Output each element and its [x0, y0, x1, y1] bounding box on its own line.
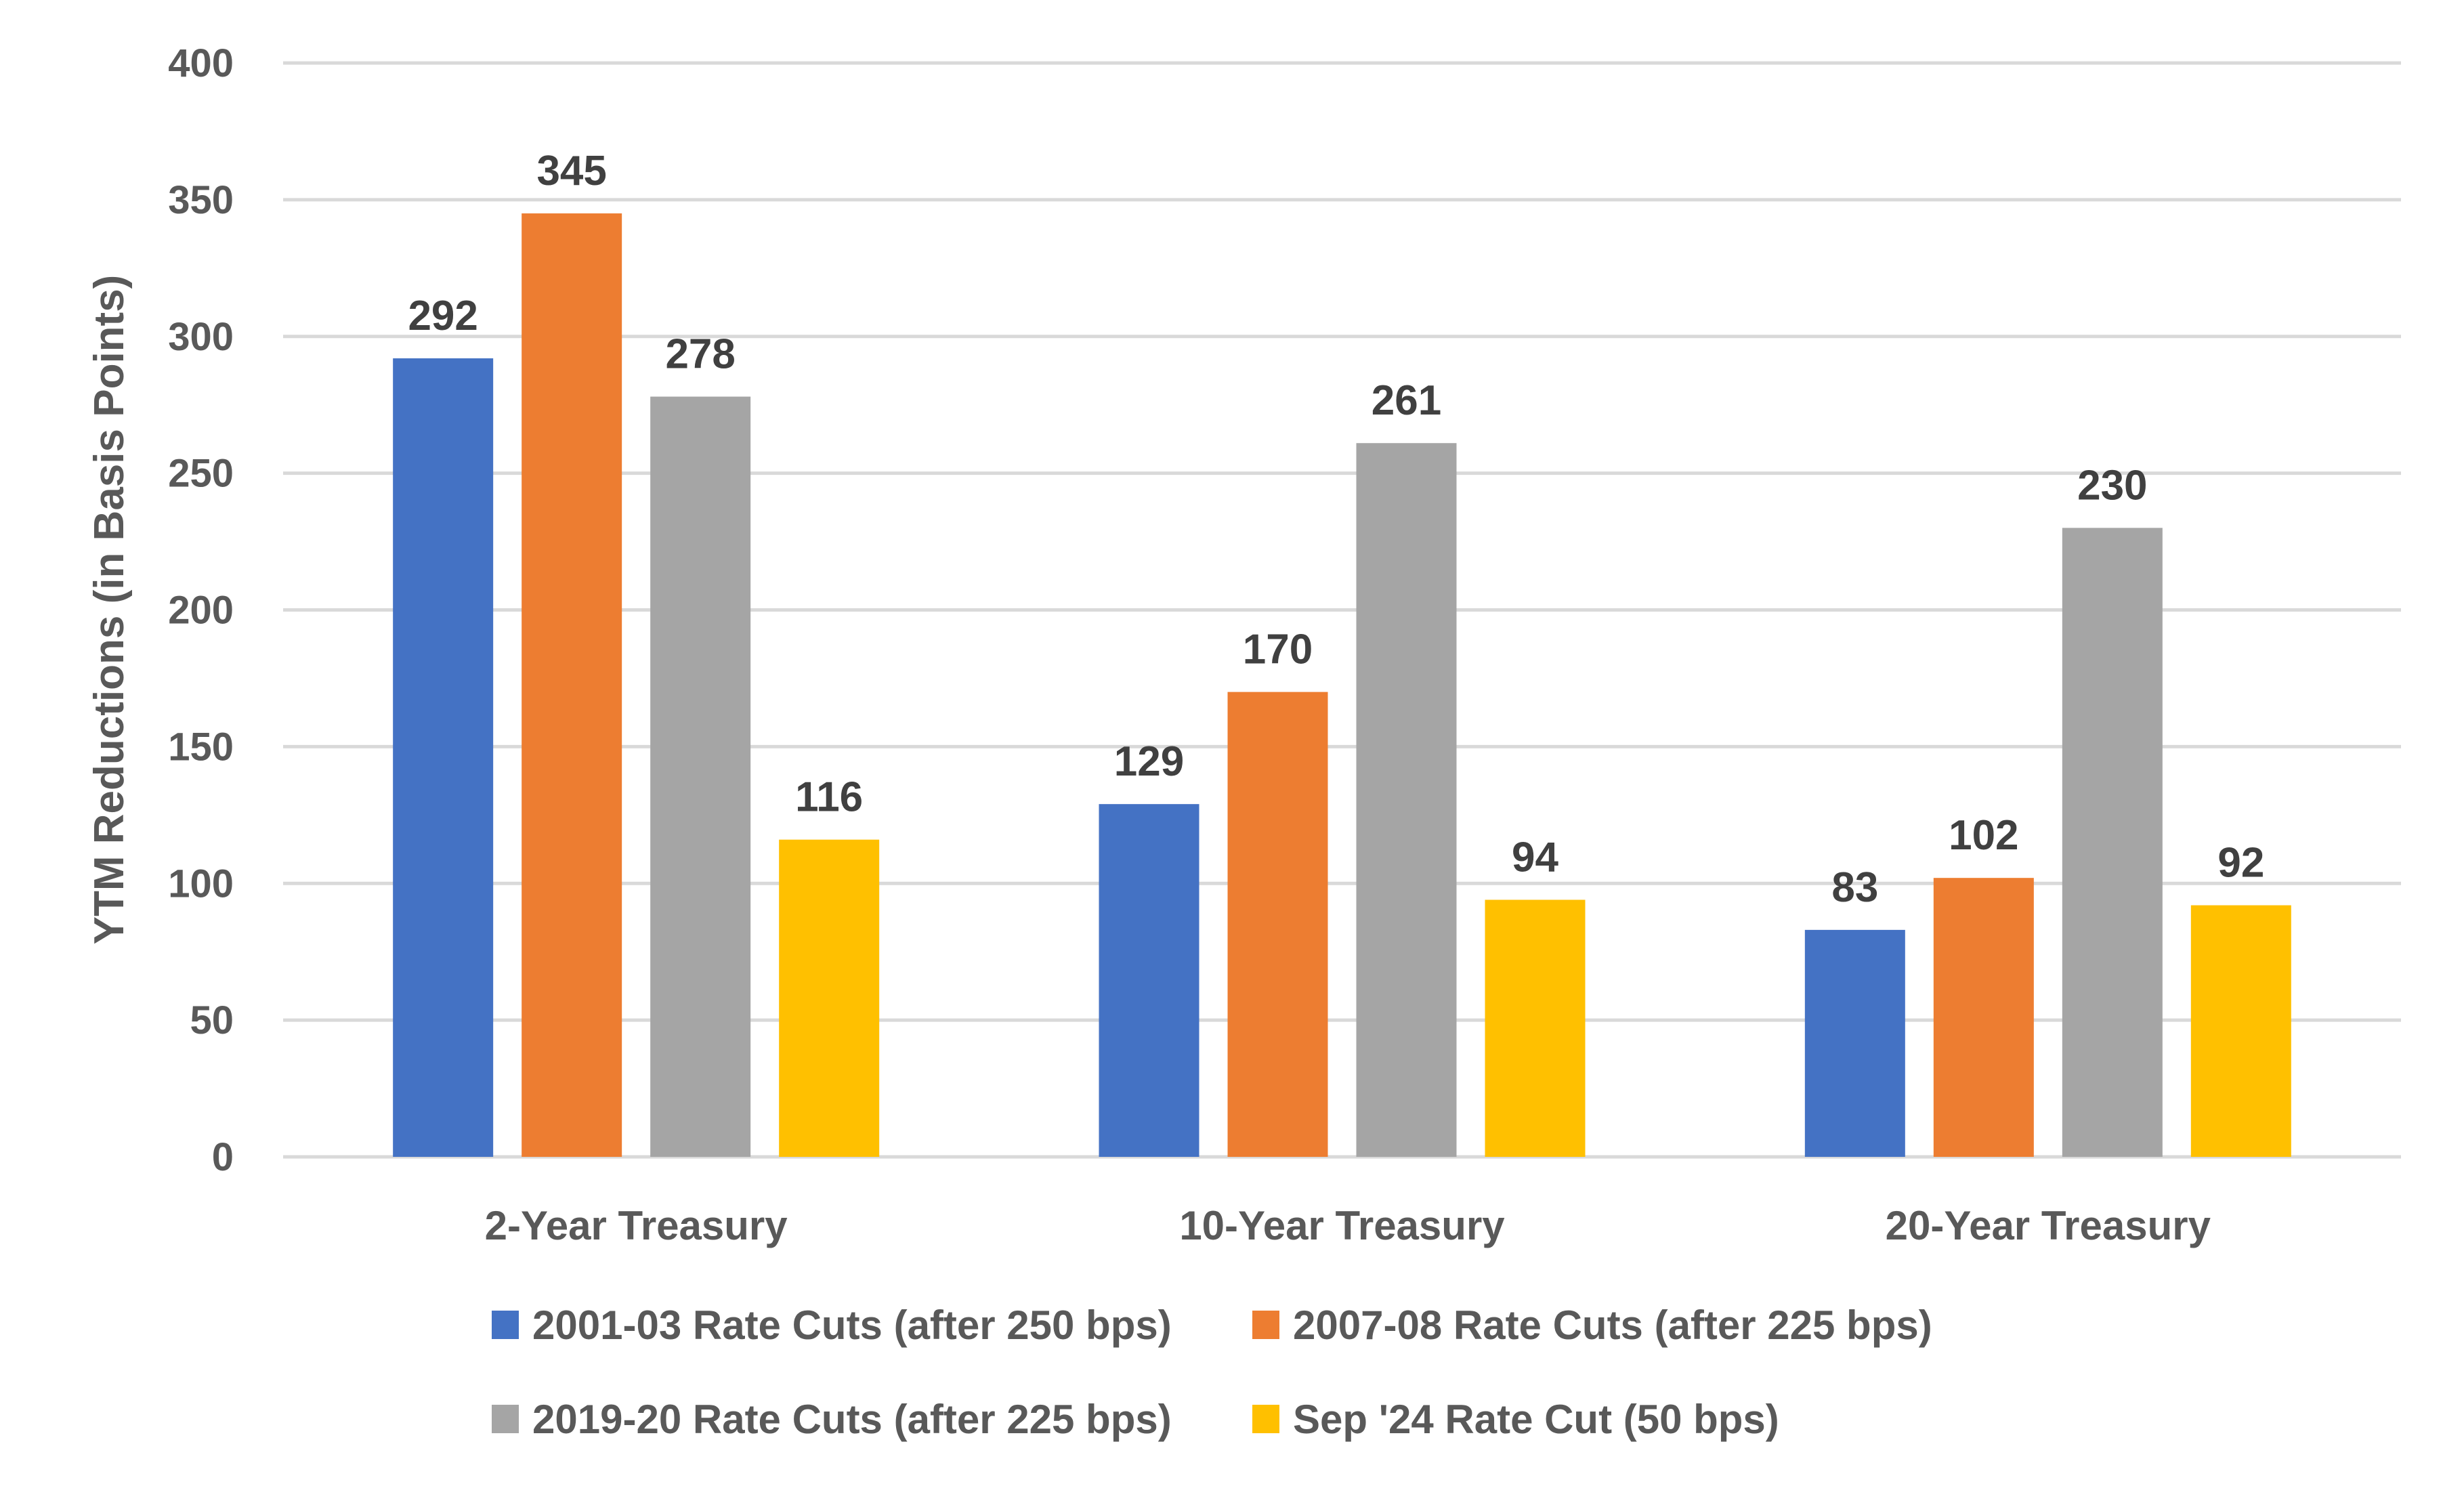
legend-swatch [1252, 1311, 1279, 1339]
data-label: 116 [795, 774, 863, 821]
legend-label: 2007-08 Rate Cuts (after 225 bps) [1293, 1302, 1932, 1348]
data-label: 92 [2217, 840, 2264, 887]
data-label: 102 [1949, 812, 2018, 859]
bar [2190, 905, 2291, 1157]
bar [1933, 878, 2034, 1157]
data-label: 292 [408, 293, 477, 339]
y-tick-label: 50 [190, 998, 234, 1042]
category-label: 2-Year Treasury [485, 1203, 788, 1248]
data-label: 278 [665, 331, 735, 378]
bar [1227, 692, 1328, 1157]
y-tick-label: 400 [168, 41, 234, 85]
legend-label: 2001-03 Rate Cuts (after 250 bps) [532, 1302, 1172, 1348]
legend: 2001-03 Rate Cuts (after 250 bps) 2007-08… [492, 1302, 1932, 1442]
bar [2062, 528, 2163, 1157]
legend-swatch [492, 1311, 519, 1339]
bar [650, 396, 751, 1158]
data-label: 94 [1512, 834, 1558, 881]
y-tick-label: 350 [168, 178, 234, 222]
y-tick-label: 0 [212, 1135, 234, 1179]
data-label: 345 [536, 148, 606, 194]
legend-label: 2019-20 Rate Cuts (after 225 bps) [532, 1397, 1172, 1442]
legend-swatch [492, 1405, 519, 1433]
bar [1099, 804, 1199, 1157]
gridlines [283, 61, 2401, 1159]
y-tick-label: 150 [168, 725, 234, 769]
category-label: 10-Year Treasury [1179, 1203, 1505, 1248]
y-tick-label: 200 [168, 589, 234, 633]
legend-swatch [1252, 1405, 1279, 1433]
y-tick-label: 250 [168, 452, 234, 496]
data-label: 230 [2077, 462, 2147, 509]
y-tick-label: 300 [168, 315, 234, 359]
bars [393, 213, 2291, 1158]
category-label: 20-Year Treasury [1886, 1203, 2211, 1248]
y-tick-label: 100 [168, 862, 234, 906]
data-label: 261 [1372, 377, 1441, 424]
bar [522, 213, 622, 1157]
bar [1485, 899, 1586, 1157]
data-label: 170 [1243, 627, 1313, 673]
y-axis-ticks: 0 50 100 150 200 250 300 350 400 [168, 41, 234, 1179]
bar [1356, 443, 1457, 1157]
legend-label: Sep '24 Rate Cut (50 bps) [1293, 1397, 1779, 1442]
x-axis-categories: 2-Year Treasury 10-Year Treasury 20-Year T… [485, 1203, 2211, 1248]
data-label: 83 [1831, 864, 1878, 911]
bar [393, 358, 494, 1157]
bar [779, 839, 880, 1157]
y-axis-label: YTM Reductions (in Basis Points) [86, 275, 133, 945]
data-labels: 292 345 278 116 129 170 261 94 83 102 230 92 [408, 148, 2264, 911]
data-label: 129 [1114, 738, 1184, 785]
bar [1804, 929, 1905, 1157]
